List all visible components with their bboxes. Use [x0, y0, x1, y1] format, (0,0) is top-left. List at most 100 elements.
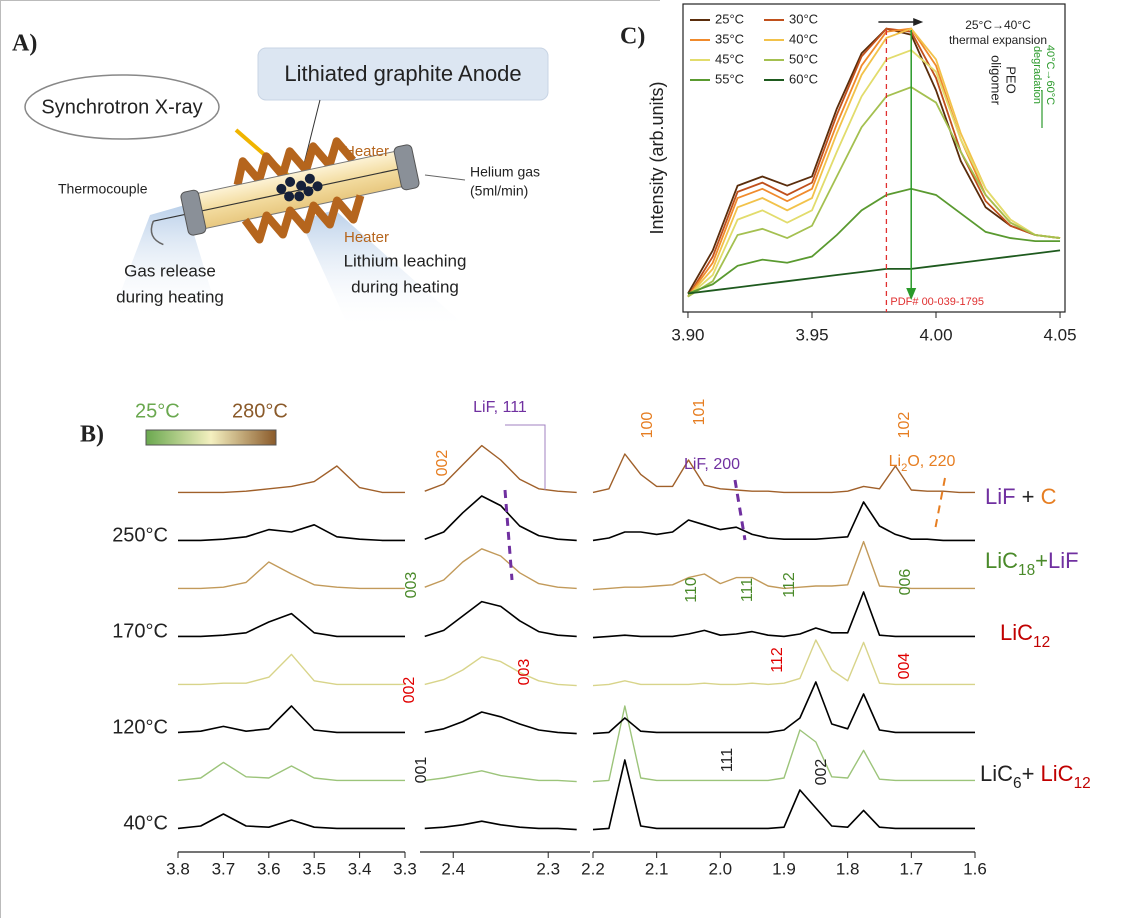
label-part: 111 — [739, 578, 756, 602]
label: 110 — [683, 577, 700, 603]
label-part: 001 — [413, 757, 430, 784]
x-tick-label: 2.0 — [709, 859, 733, 878]
heater-coil — [233, 137, 357, 186]
label-part: LiF — [1048, 548, 1079, 573]
x-tick-label: 1.8 — [836, 859, 860, 878]
label-part: + — [1035, 548, 1048, 573]
heater-label: Heater — [344, 143, 389, 160]
label: 002 — [813, 759, 830, 786]
label: 111 — [739, 578, 756, 602]
lif-marker — [733, 479, 747, 541]
legend-label: 45°C — [715, 51, 744, 66]
label-part: 18 — [1018, 562, 1035, 579]
pattern-curve — [424, 656, 577, 687]
x-tick-label: 1.9 — [772, 859, 796, 878]
label-part: 111 — [719, 748, 736, 772]
pattern-curve — [424, 444, 577, 494]
legend-label: 40°C — [789, 31, 818, 46]
panel-label: A) — [12, 31, 37, 57]
reference-label: PDF# 00-039-1795 — [890, 296, 984, 308]
label-part: 004 — [896, 653, 913, 680]
legend-label: 60°C — [789, 71, 818, 86]
x-tick-label: 1.7 — [900, 859, 924, 878]
panel-c: 3.90 3.95 4.00 4.05 Intensity (arb.units) PDF… — [647, 3, 1077, 344]
wire-tail — [150, 220, 164, 246]
x-tick-label: 2.4 — [441, 859, 465, 878]
pattern-curve — [424, 820, 577, 831]
label-part: O, 220 — [907, 453, 955, 470]
pattern-curve — [592, 540, 975, 591]
gas-out-label: Gas release — [124, 261, 216, 280]
x-tick-label: 3.4 — [348, 859, 372, 878]
li2o-marker — [934, 477, 946, 531]
line — [687, 27, 1061, 294]
label-part: 102 — [896, 412, 913, 439]
label: 111 — [719, 748, 736, 772]
x-tick-label: 3.95 — [795, 325, 828, 344]
x-tick-label: 1.6 — [963, 859, 987, 878]
panel-label: C) — [620, 24, 645, 50]
label-part: LiC — [1041, 761, 1074, 786]
pattern-curve — [178, 561, 405, 590]
annotation: 40°C→60°C — [1044, 45, 1056, 105]
label: 002 — [401, 677, 418, 704]
label-part: C — [1041, 484, 1057, 509]
arrow-head — [906, 288, 917, 300]
label-part: 003 — [403, 572, 420, 599]
lif-marker — [503, 489, 514, 581]
leach-plume — [300, 210, 470, 330]
label: LiC12 — [1000, 620, 1050, 651]
label: LiF, 111 — [473, 399, 527, 416]
line — [687, 27, 1061, 298]
label-part: 002 — [401, 677, 418, 704]
annotation: oligomer — [989, 55, 1004, 106]
label-part: 002 — [434, 450, 451, 477]
line — [687, 249, 1061, 295]
pattern-curve — [592, 501, 975, 542]
pattern-curve — [424, 770, 577, 783]
temperature-label: 120°C — [112, 716, 168, 738]
colorbar-label: 280°C — [232, 400, 288, 422]
temperature-label: 170°C — [112, 620, 168, 642]
source-label: Synchrotron X-ray — [41, 96, 202, 118]
pattern-curve — [592, 705, 975, 783]
pattern-curve — [592, 681, 975, 735]
panel-a: A) Synchrotron X-ray Lithiated graphite … — [12, 31, 549, 330]
label-part: 006 — [897, 569, 914, 596]
thermocouple-label: Thermocouple — [58, 181, 148, 197]
pattern-curve — [177, 761, 405, 782]
label-part: 101 — [691, 399, 708, 426]
legend-label: 55°C — [715, 71, 744, 86]
sample-box — [257, 47, 549, 101]
sample-label: Lithiated graphite Anode — [284, 61, 521, 86]
label: LiC6+ LiC12 — [980, 761, 1091, 792]
colorbar-label: 25°C — [135, 400, 180, 422]
label: LiF, 200 — [684, 456, 740, 473]
x-tick-label: 4.00 — [919, 325, 952, 344]
pattern-curve — [424, 548, 577, 590]
label: 002 — [434, 450, 451, 477]
y-axis-label: Intensity (arb.units) — [647, 81, 667, 234]
leaching-label: during heating — [351, 277, 459, 296]
pattern-curve — [178, 653, 405, 686]
heater-coil — [241, 194, 365, 244]
label: 112 — [781, 572, 798, 598]
x-tick-label: 2.3 — [536, 859, 560, 878]
label: 004 — [896, 653, 913, 680]
x-tick-label: 4.05 — [1043, 325, 1076, 344]
label: 112 — [769, 647, 786, 673]
label-part: 12 — [1074, 775, 1091, 792]
legend-label: 25°C — [715, 11, 744, 26]
label-part: 112 — [769, 647, 786, 673]
label-part: LiF, 200 — [684, 456, 740, 473]
label-part: 112 — [781, 572, 798, 598]
gas-pointer — [424, 174, 466, 181]
pattern-curve — [424, 711, 577, 735]
label: 003 — [403, 572, 420, 599]
label-part: 12 — [1033, 634, 1050, 651]
legend-label: 35°C — [715, 31, 744, 46]
graphite-particles — [276, 173, 323, 202]
pattern-curve — [592, 639, 975, 687]
x-tick-label: 3.90 — [671, 325, 704, 344]
